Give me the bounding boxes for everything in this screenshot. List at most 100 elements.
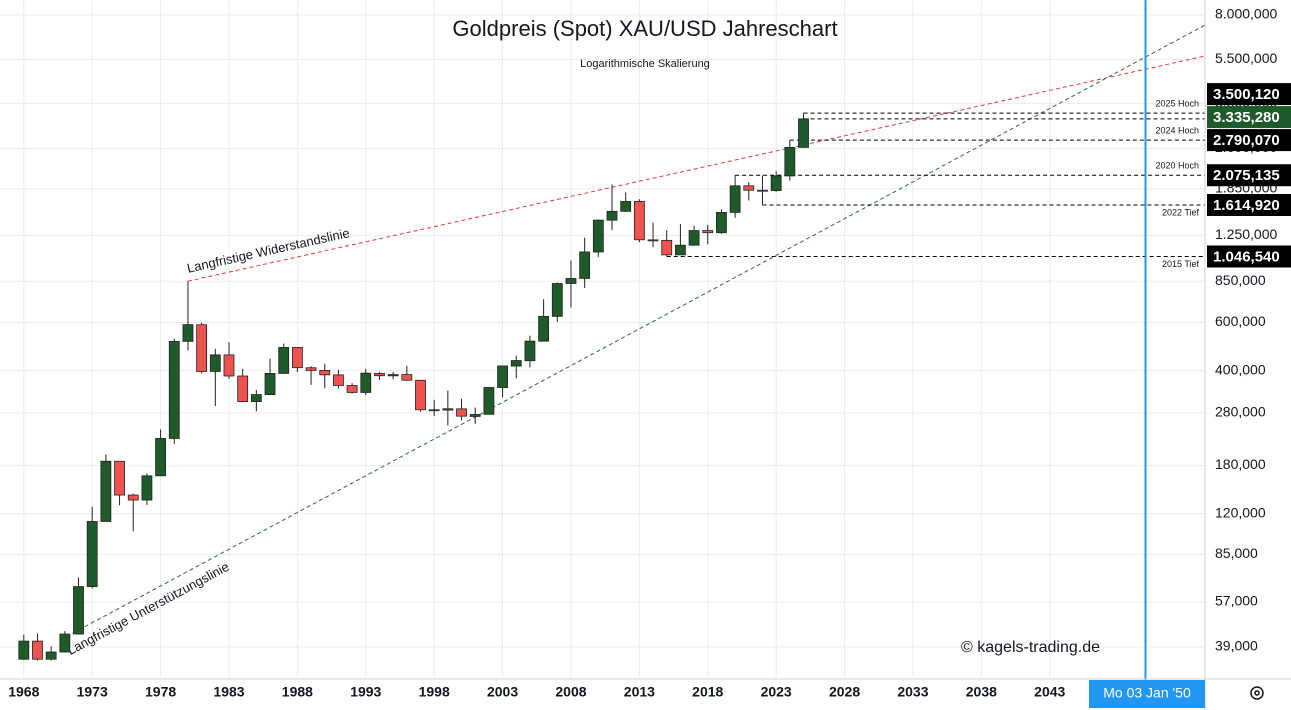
candle-body: [592, 219, 604, 253]
candle-body: [346, 385, 358, 393]
y-tick-label: 57,000: [1215, 593, 1258, 609]
cursor-label-box: [1089, 680, 1205, 708]
price-badge-label: 3.335,280: [1213, 109, 1280, 126]
candle-body: [387, 374, 399, 377]
y-tick-label: 8.000,000: [1215, 6, 1277, 22]
candle-body: [469, 414, 481, 417]
chart-title: Goldpreis (Spot) XAU/USD Jahreschart: [452, 16, 837, 41]
candle-body: [784, 146, 796, 177]
candle-body: [620, 201, 632, 212]
chart-subtitle: Logarithmische Skalierung: [580, 58, 710, 70]
candle-body: [59, 633, 71, 653]
candle-body: [209, 354, 221, 372]
level-note: 2015 Tief: [1162, 259, 1200, 269]
candle-body: [579, 251, 591, 279]
x-tick-label: 1998: [419, 684, 450, 700]
candle-body: [647, 239, 659, 242]
x-tick-label: 2028: [829, 684, 860, 700]
x-tick-label: 1978: [145, 684, 176, 700]
candle-body: [524, 340, 536, 362]
candle-body: [688, 230, 700, 246]
candle-body: [155, 438, 166, 477]
x-tick-label: 2023: [761, 684, 792, 700]
x-tick-label: 1983: [213, 684, 244, 700]
candle-body: [770, 175, 782, 191]
settings-icon[interactable]: [1250, 686, 1264, 700]
grid: [0, 0, 1205, 677]
candle-body: [237, 375, 249, 402]
y-tick-label: 400,000: [1215, 361, 1266, 377]
candle-body: [32, 640, 43, 660]
level-note: 2022 Tief: [1162, 207, 1200, 217]
candle-body: [45, 651, 57, 660]
x-tick-label: 2038: [966, 684, 997, 700]
settings-icon-core[interactable]: [1254, 690, 1260, 696]
y-tick-label: 85,000: [1215, 545, 1258, 561]
candle-body: [497, 365, 508, 388]
price-badge: [1207, 193, 1291, 216]
y-tick-label: 5.500,000: [1215, 50, 1277, 66]
candle-body: [675, 244, 686, 256]
x-tick-label: 1993: [350, 684, 381, 700]
candle-body: [633, 201, 645, 241]
x-tick-label: 2018: [692, 684, 723, 700]
candle-body: [757, 189, 768, 192]
candle-body: [510, 360, 522, 367]
candle-body: [264, 373, 276, 395]
x-tick-label: 1988: [282, 684, 313, 700]
price-badge-label: 3.500,120: [1213, 86, 1280, 103]
cursor-label: Mo 03 Jan '50: [1103, 685, 1191, 701]
candle-body: [223, 354, 235, 377]
candle-body: [456, 408, 467, 417]
trendline: [187, 55, 1206, 282]
candle-body: [305, 367, 317, 371]
candle-body: [291, 347, 303, 369]
x-tick-label: 1973: [77, 684, 108, 700]
candle-body: [729, 185, 741, 213]
candle-body: [374, 372, 385, 377]
level-note: 2025 Hoch: [1155, 99, 1199, 109]
candle-body: [401, 374, 413, 381]
candle-body: [661, 239, 673, 256]
candle-body: [551, 283, 563, 317]
candle-body: [428, 409, 440, 412]
candle-body: [278, 347, 290, 374]
x-tick-label: 2013: [624, 684, 655, 700]
price-badge: [1207, 245, 1291, 268]
candle-body: [702, 230, 714, 234]
watermark: © kagels-trading.de: [961, 639, 1100, 656]
candle-body: [196, 324, 208, 372]
price-badge: [1207, 106, 1291, 129]
candle-body: [798, 118, 809, 148]
price-badge-label: 1.046,540: [1213, 248, 1280, 265]
price-badge-label: 1.614,920: [1213, 197, 1280, 214]
price-badge: [1207, 164, 1291, 187]
candle-body: [18, 640, 30, 660]
candle-body: [716, 212, 727, 234]
price-badge-label: 2.075,135: [1213, 167, 1280, 184]
price-badge: [1207, 83, 1291, 106]
candle-body: [743, 185, 755, 191]
x-tick-label: 2033: [897, 684, 928, 700]
candle-body: [565, 278, 577, 284]
candle-body: [100, 460, 112, 522]
settings-icon-ring[interactable]: [1250, 686, 1264, 700]
x-tick-label: 2008: [555, 684, 586, 700]
candle-body: [73, 586, 84, 635]
candle-body: [538, 315, 550, 342]
y-tick-label: 600,000: [1215, 313, 1266, 329]
candle-body: [483, 387, 495, 415]
y-tick-label: 39,000: [1215, 638, 1258, 654]
candle-body: [606, 210, 618, 221]
y-tick-label: 280,000: [1215, 404, 1266, 420]
y-tick-label: 180,000: [1215, 456, 1266, 472]
candle-body: [127, 494, 139, 501]
candle-body: [360, 372, 372, 393]
candle-body: [250, 394, 262, 402]
level-note: 2024 Hoch: [1155, 125, 1199, 135]
candle-body: [114, 460, 125, 496]
x-tick-label: 2043: [1034, 684, 1065, 700]
candle-body: [86, 521, 98, 587]
candle-body: [141, 475, 153, 501]
